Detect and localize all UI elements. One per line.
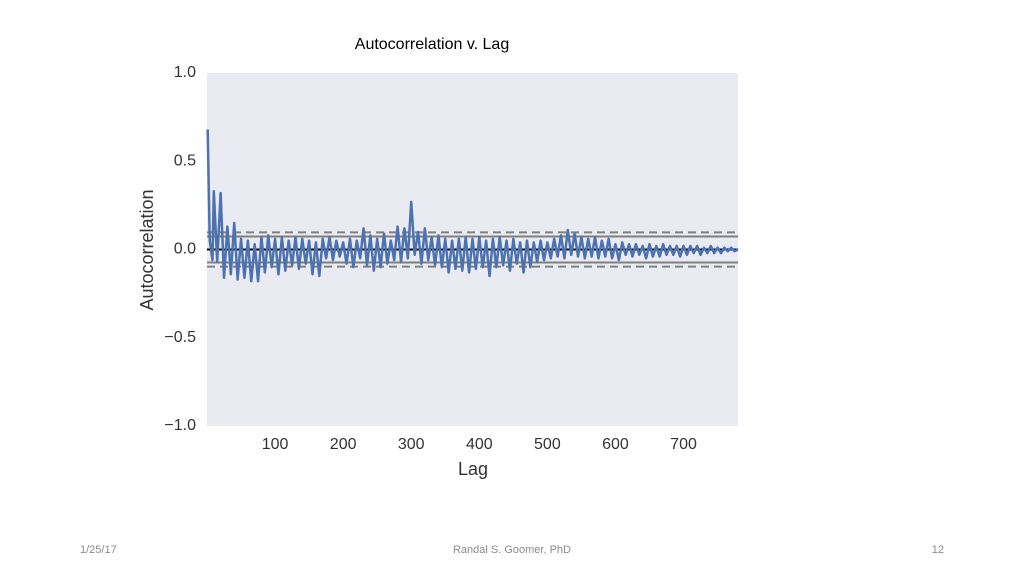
chart-title: Autocorrelation v. Lag xyxy=(355,36,509,53)
data-line xyxy=(206,129,739,283)
y-tick-label: 0.5 xyxy=(174,152,196,169)
x-tick-label: 100 xyxy=(262,436,289,453)
x-axis-label: Lag xyxy=(458,459,488,479)
y-tick-label: −1.0 xyxy=(164,417,196,434)
y-tick-label: 1.0 xyxy=(174,64,196,81)
y-tick-label: −0.5 xyxy=(164,329,196,346)
x-tick-label: 500 xyxy=(534,436,561,453)
y-axis-label: Autocorrelation xyxy=(137,189,157,310)
x-tick-label: 400 xyxy=(466,436,493,453)
y-tick-label: 0.0 xyxy=(174,241,196,258)
x-tick-label: 200 xyxy=(330,436,357,453)
x-tick-label: 600 xyxy=(602,436,629,453)
x-tick-label: 300 xyxy=(398,436,425,453)
page-number: 12 xyxy=(932,544,944,556)
footer-author: Randal S. Goomer, PhD xyxy=(453,544,571,556)
x-tick-label: 700 xyxy=(670,436,697,453)
footer-date: 1/25/17 xyxy=(80,544,117,556)
